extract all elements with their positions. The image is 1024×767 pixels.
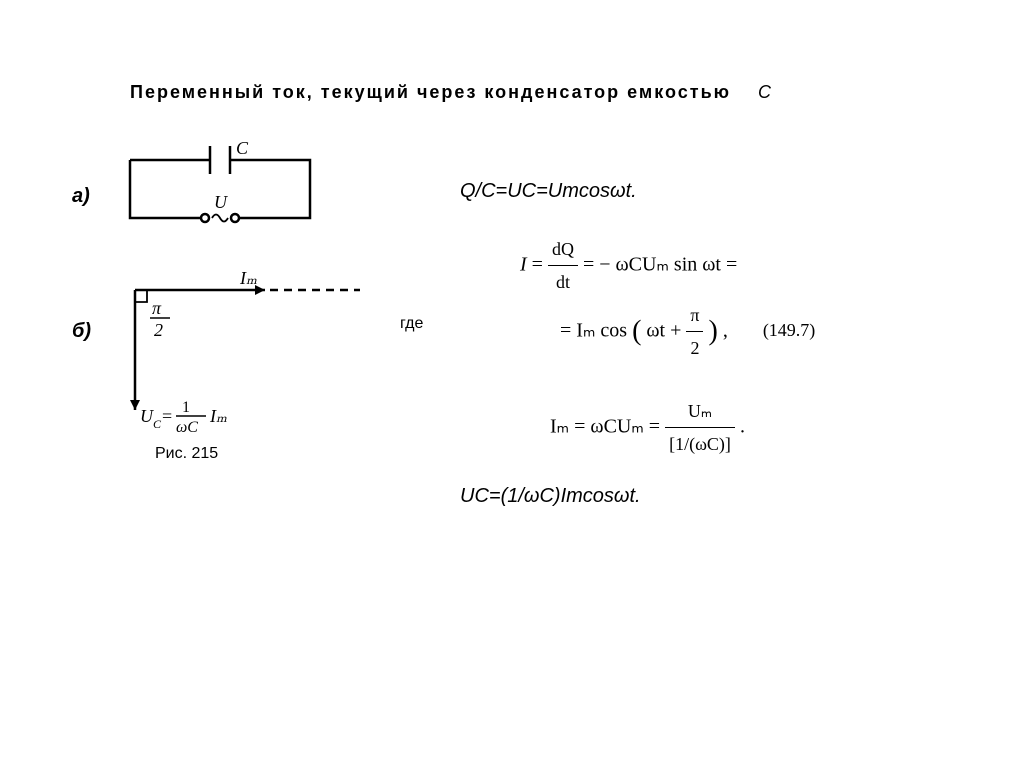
circuit-diagram: C U bbox=[110, 140, 340, 250]
equation-3: Iₘ = ωCUₘ = Uₘ [1/(ωC)] . bbox=[550, 395, 930, 461]
eq2-number: (149.7) bbox=[763, 320, 816, 340]
figure-caption: Рис. 215 bbox=[155, 445, 218, 463]
uc-sub: C bbox=[153, 417, 162, 431]
eq2-num: dQ bbox=[548, 233, 578, 266]
cap-label: C bbox=[236, 140, 249, 158]
title-text: Переменный ток, текущий через конденсато… bbox=[130, 82, 731, 102]
eq3-num: Uₘ bbox=[665, 395, 735, 428]
uc-prefix: U bbox=[140, 406, 154, 426]
eq2-pnum: π bbox=[686, 299, 703, 332]
page-title: Переменный ток, текущий через конденсато… bbox=[130, 82, 773, 103]
label-a: а) bbox=[72, 185, 90, 208]
eq2-tail: , bbox=[723, 319, 728, 341]
eq3-den: [1/(ωC)] bbox=[665, 428, 735, 460]
current-label: Iₘ bbox=[239, 270, 257, 288]
eq2-pden: 2 bbox=[686, 332, 703, 364]
eq2-den: dt bbox=[548, 266, 578, 298]
uc-den: ωC bbox=[176, 419, 198, 436]
eq2-mid: = − ωCUₘ sin ωt = bbox=[583, 253, 737, 275]
angle-num: π bbox=[152, 298, 162, 318]
eq2-var: I bbox=[520, 253, 527, 275]
eq3-tail: . bbox=[740, 415, 745, 437]
equations-column: Q/C=UC=Umcosωt. I = dQ dt = − ωCUₘ sin ω… bbox=[460, 180, 930, 508]
gde-label: где bbox=[400, 315, 423, 333]
eq2-paren-pre: ωt + bbox=[646, 319, 686, 341]
angle-den: 2 bbox=[154, 320, 163, 340]
label-b: б) bbox=[72, 320, 91, 343]
title-symbol: C bbox=[758, 82, 773, 102]
eq2-l2-pre: = Iₘ cos bbox=[560, 319, 627, 341]
source-label: U bbox=[214, 192, 228, 212]
uc-tail: Iₘ bbox=[209, 406, 227, 426]
uc-eq: = bbox=[162, 406, 172, 426]
equation-2: I = dQ dt = − ωCUₘ sin ωt = = Iₘ cos ( ω… bbox=[520, 233, 930, 365]
phasor-diagram: Iₘ π 2 U C = 1 ωC Iₘ bbox=[110, 270, 370, 450]
uc-num: 1 bbox=[182, 399, 190, 416]
equation-1: Q/C=UC=Umcosωt. bbox=[460, 180, 930, 203]
equation-4: UC=(1/ωC)Imcosωt. bbox=[460, 485, 930, 508]
eq3-lhs: Iₘ = ωCUₘ = bbox=[550, 415, 665, 437]
